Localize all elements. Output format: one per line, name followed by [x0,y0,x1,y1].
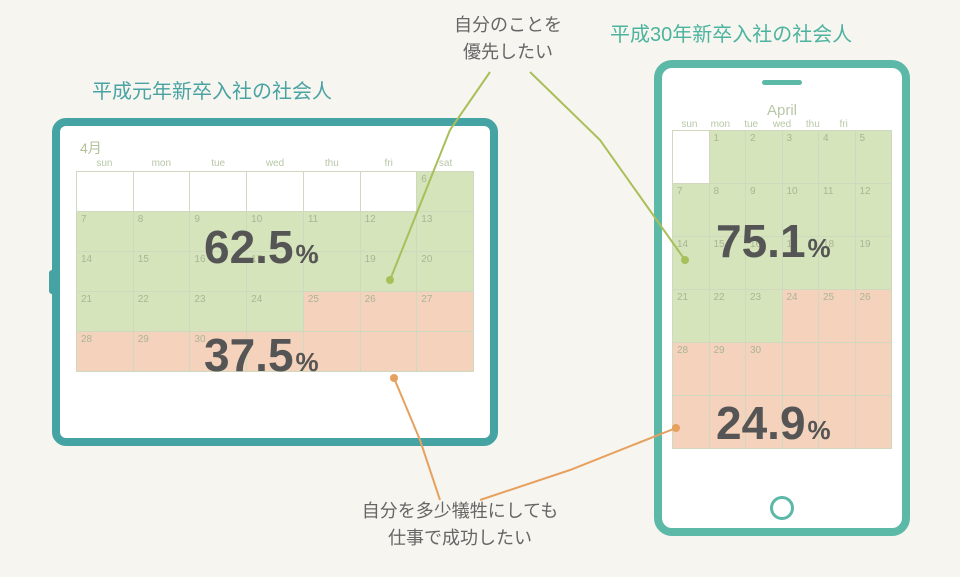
calendar-cell: 12 [361,212,418,252]
dow-label: tue [736,119,767,130]
phone-screen: April sunmontuewedthufri 123457891011121… [672,98,892,486]
calendar-cell: 5 [856,131,893,184]
tablet-pct-orange: 37.5% [204,328,319,382]
dow-label: mon [705,119,736,130]
phone-month: April [672,98,892,119]
calendar-cell [417,332,474,372]
calendar-cell: 20 [417,252,474,292]
dow-label: tue [190,158,247,169]
calendar-cell: 25 [819,290,856,343]
calendar-cell: 13 [417,212,474,252]
tablet-pct-orange-num: 37.5 [204,329,294,381]
phone-pct-green: 75.1% [716,214,831,268]
title-right: 平成30年新卒入社の社会人 [610,18,852,47]
calendar-cell: 4 [819,131,856,184]
dow-label: wed [767,119,798,130]
phone-home-button [770,496,794,520]
annotation-bottom: 自分を多少犠牲にしても 仕事で成功したい [310,498,610,552]
calendar-cell [856,343,893,396]
dow-label: wed [247,158,304,169]
phone-pct-orange-num: 24.9 [716,397,806,449]
tablet-dow-row: sunmontuewedthufrisat [74,158,476,169]
calendar-cell: 26 [361,292,418,332]
calendar-cell: 19 [361,252,418,292]
calendar-cell: 23 [190,292,247,332]
calendar-cell: 24 [247,292,304,332]
calendar-cell: 3 [783,131,820,184]
annotation-top-l1: 自分のことを [454,15,562,35]
dow-label: thu [797,119,828,130]
phone-pct-orange: 24.9% [716,396,831,450]
dow-label [859,119,890,130]
calendar-cell: 7 [77,212,134,252]
annotation-top-l2: 優先したい [463,42,553,62]
tablet-pct-green-num: 62.5 [204,221,294,273]
calendar-cell: 24 [783,290,820,343]
tablet-device: 4月 sunmontuewedthufrisat 678910111213141… [52,118,498,446]
dow-label: mon [133,158,190,169]
calendar-cell: 23 [746,290,783,343]
pct-sign: % [294,239,319,269]
calendar-cell [134,172,191,212]
tablet-screen: 4月 sunmontuewedthufrisat 678910111213141… [74,134,476,430]
pct-sign: % [806,415,831,445]
calendar-cell: 1 [710,131,747,184]
calendar-cell: 6 [417,172,474,212]
calendar-cell: 28 [77,332,134,372]
title-left: 平成元年新卒入社の社会人 [92,75,332,104]
annotation-top: 自分のことを 優先したい [408,12,608,66]
calendar-cell: 14 [77,252,134,292]
calendar-cell [783,343,820,396]
calendar-cell: 29 [134,332,191,372]
calendar-cell: 7 [673,184,710,237]
pct-sign: % [294,347,319,377]
tablet-month: 4月 [74,134,476,158]
dow-label: thu [303,158,360,169]
phone-device: April sunmontuewedthufri 123457891011121… [654,60,910,536]
calendar-cell [304,172,361,212]
calendar-cell: 22 [134,292,191,332]
calendar-cell: 2 [746,131,783,184]
calendar-cell: 12 [856,184,893,237]
pct-sign: % [806,233,831,263]
calendar-cell: 29 [710,343,747,396]
calendar-cell [819,343,856,396]
dow-label: fri [828,119,859,130]
calendar-cell [247,172,304,212]
calendar-cell: 19 [856,237,893,290]
dow-label: fri [360,158,417,169]
dow-label: sat [417,158,474,169]
calendar-cell: 27 [417,292,474,332]
calendar-cell [190,172,247,212]
phone-pct-green-num: 75.1 [716,215,806,267]
annotation-bottom-l2: 仕事で成功したい [388,528,532,548]
calendar-cell: 21 [77,292,134,332]
calendar-cell: 22 [710,290,747,343]
calendar-cell [77,172,134,212]
calendar-cell [361,332,418,372]
calendar-cell [361,172,418,212]
calendar-cell: 30 [746,343,783,396]
tablet-pct-green: 62.5% [204,220,319,274]
calendar-cell: 15 [134,252,191,292]
calendar-cell: 21 [673,290,710,343]
calendar-cell: 8 [134,212,191,252]
calendar-cell [673,131,710,184]
calendar-cell: 26 [856,290,893,343]
calendar-cell: 28 [673,343,710,396]
annotation-bottom-l1: 自分を多少犠牲にしても [362,501,559,521]
calendar-cell: 14 [673,237,710,290]
calendar-cell [856,396,893,449]
dow-label: sun [674,119,705,130]
calendar-cell [673,396,710,449]
calendar-cell: 25 [304,292,361,332]
phone-dow-row: sunmontuewedthufri [672,119,892,130]
dow-label: sun [76,158,133,169]
tablet-home-button [49,270,55,294]
phone-speaker-icon [762,80,802,85]
